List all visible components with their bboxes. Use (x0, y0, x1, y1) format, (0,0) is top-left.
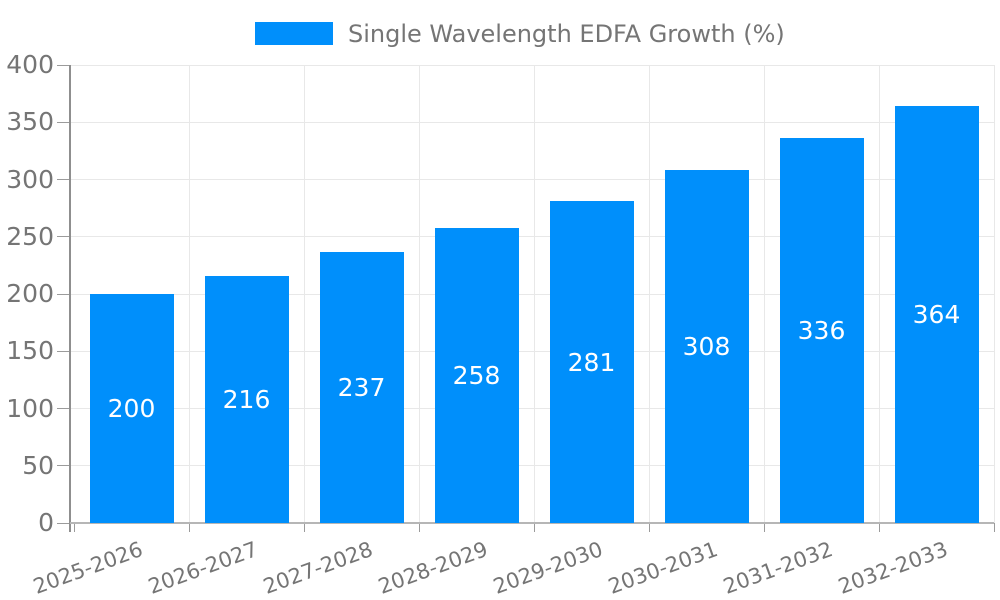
gridline-vertical (418, 65, 420, 523)
gridline-horizontal (70, 64, 994, 66)
y-axis-tick (57, 408, 70, 409)
x-axis-tick (188, 523, 190, 532)
x-axis-line (70, 522, 994, 524)
y-axis-tick-label: 200 (6, 279, 54, 308)
y-axis-tick (57, 522, 70, 524)
y-axis-tick (57, 465, 70, 467)
bar-value-label: 258 (452, 360, 501, 390)
y-axis-tick-label: 400 (6, 50, 54, 79)
y-axis-line (69, 65, 71, 532)
x-axis-tick (303, 523, 305, 532)
y-axis-tick-label: 350 (6, 107, 54, 137)
bar[interactable]: 258 (434, 227, 519, 523)
bar-value-label: 200 (107, 394, 156, 423)
gridline-horizontal (70, 293, 994, 295)
y-axis-tick-label: 300 (6, 164, 54, 194)
bar[interactable]: 364 (894, 106, 979, 523)
bar[interactable]: 336 (779, 138, 864, 523)
gridline-vertical (303, 65, 305, 523)
y-axis-tick (57, 121, 70, 123)
gridline-horizontal (70, 350, 994, 352)
y-axis-tick (57, 350, 70, 352)
bar-value-label: 216 (222, 384, 271, 414)
gridline-horizontal (70, 465, 994, 467)
y-axis-tick-label: 50 (22, 450, 54, 480)
y-axis-tick (57, 236, 70, 238)
legend-swatch-icon (255, 22, 333, 45)
bar[interactable]: 237 (319, 251, 404, 523)
gridline-vertical (188, 65, 190, 523)
x-axis-tick (73, 523, 75, 532)
bar-value-label: 281 (567, 347, 616, 377)
x-axis-tick (763, 523, 765, 532)
gridline-horizontal (70, 179, 994, 180)
x-axis-tick (648, 523, 650, 532)
bar[interactable]: 308 (664, 170, 749, 523)
gridline-vertical (533, 65, 535, 523)
x-axis-tick (533, 523, 535, 532)
x-axis-tick (878, 523, 880, 532)
y-axis-tick-label: 100 (6, 393, 54, 423)
bar-value-label: 308 (682, 332, 731, 362)
gridline-horizontal (70, 408, 994, 409)
bar-value-label: 237 (337, 372, 386, 402)
legend-label: Single Wavelength EDFA Growth (%) (348, 19, 785, 48)
gridline-vertical (993, 65, 995, 523)
x-axis-tick (993, 523, 995, 532)
gridline-vertical (648, 65, 650, 523)
gridline-vertical (763, 65, 765, 523)
x-axis-tick (418, 523, 420, 532)
bar-value-label: 364 (912, 300, 961, 330)
y-axis-tick-label: 0 (38, 508, 54, 537)
chart-legend[interactable]: Single Wavelength EDFA Growth (%) (255, 19, 785, 48)
y-axis-tick (57, 179, 70, 180)
y-axis-tick (57, 64, 70, 66)
gridline-horizontal (70, 236, 994, 238)
bar-value-label: 336 (797, 316, 846, 346)
bar[interactable]: 200 (89, 294, 174, 523)
y-axis-tick-label: 150 (6, 336, 54, 366)
gridline-horizontal (70, 121, 994, 123)
gridline-vertical (878, 65, 880, 523)
bar[interactable]: 281 (549, 201, 634, 523)
bar[interactable]: 216 (204, 275, 289, 523)
y-axis-tick (57, 293, 70, 295)
y-axis-tick-label: 250 (6, 221, 54, 251)
